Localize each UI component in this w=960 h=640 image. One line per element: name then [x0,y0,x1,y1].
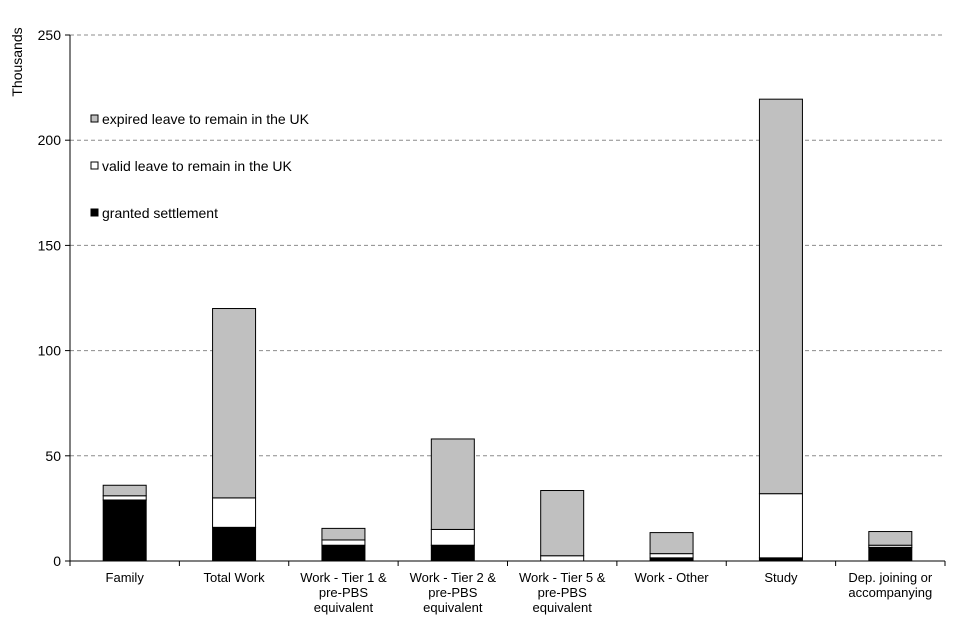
legend-swatch [90,114,99,123]
bar-segment [321,527,366,541]
bar-segment [212,526,257,562]
bar-segment [430,544,475,562]
bar-segment [102,484,147,497]
y-tick-labels: 0 50 100 150 200 250 [38,27,62,569]
x-category-label: Total Work [203,570,265,585]
y-tick-label: 250 [38,27,62,43]
bar-segment [649,532,694,555]
y-tick-label: 100 [38,343,62,359]
bar-segment [868,531,913,546]
axes [65,34,946,566]
y-tick-label: 0 [53,553,61,569]
bar-segment [212,497,257,528]
y-tick-label: 50 [45,448,61,464]
bars [102,98,913,562]
bar-segment [430,438,475,530]
bar-segment [321,539,366,546]
bar-segment [102,499,147,562]
legend-label: granted settlement [102,205,218,221]
legend-swatch [90,161,99,170]
bar-segment [868,546,913,562]
y-axis-title: Thousands [9,27,25,96]
x-category-label: Work - Tier 2 & pre-PBS equivalent [410,570,497,615]
x-category-label: Family [106,570,145,585]
gridlines [70,34,945,457]
legend: expired leave to remain in the UK valid l… [90,111,310,221]
bar-segment [649,553,694,559]
x-category-label: Work - Other [634,570,709,585]
bar-segment [540,555,585,562]
bar-segment [321,544,366,562]
bar-segment [430,528,475,546]
x-category-label: Work - Tier 5 & pre-PBS equivalent [519,570,606,615]
legend-swatch [90,208,99,217]
x-category-label: Study [764,570,798,585]
legend-label: expired leave to remain in the UK [102,111,310,127]
bar-segment [540,490,585,557]
bar-segment [758,98,803,495]
y-tick-label: 200 [38,132,62,148]
bar-segment [758,493,803,559]
legend-label: valid leave to remain in the UK [102,158,293,174]
x-category-labels: Family Total Work Work - Tier 1 & pre-PBS eq… [106,570,933,615]
x-category-label: Work - Tier 1 & pre-PBS equivalent [300,570,387,615]
y-tick-label: 150 [38,237,62,253]
bar-segment [212,308,257,499]
bar-segment [102,495,147,501]
x-category-label: Dep. joining or accompanying [848,570,932,600]
